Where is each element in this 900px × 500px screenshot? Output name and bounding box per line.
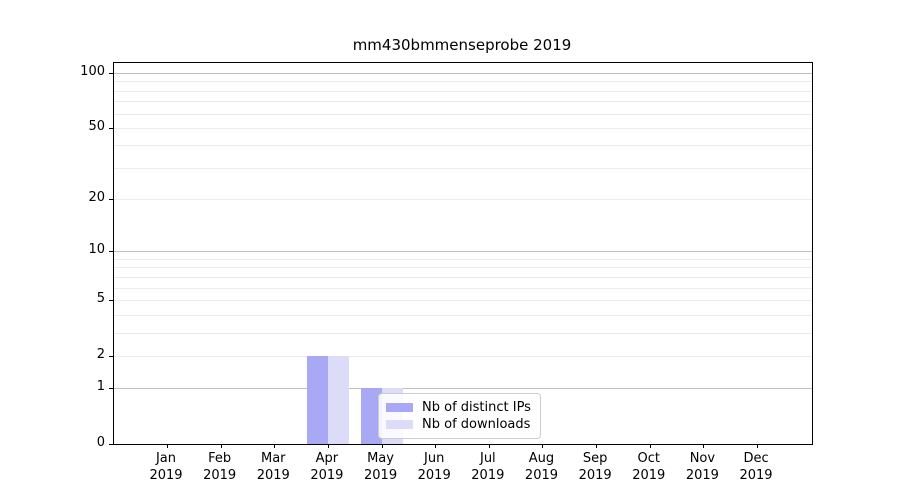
- x-tick-mark: [327, 444, 329, 448]
- x-tick-label: Apr 2019: [310, 451, 344, 483]
- major-gridline: [114, 251, 812, 253]
- y-tick-label: 50: [88, 118, 105, 134]
- legend-swatch-downloads-icon: [386, 420, 413, 429]
- x-tick-mark: [435, 444, 437, 448]
- legend-label: Nb of distinct IPs: [422, 400, 531, 415]
- bar-distinct-ips: [306, 355, 328, 444]
- minor-gridline: [114, 127, 812, 129]
- bar-distinct-ips: [360, 388, 382, 444]
- x-tick-label: Mar 2019: [256, 451, 290, 483]
- major-gridline: [114, 388, 812, 390]
- minor-gridline: [114, 332, 812, 334]
- x-tick-label: Dec 2019: [739, 451, 773, 483]
- x-tick-mark: [596, 444, 598, 448]
- y-tick-mark: [109, 388, 113, 390]
- x-tick-label: Jul 2019: [471, 451, 505, 483]
- minor-gridline: [114, 145, 812, 147]
- y-tick-label: 100: [80, 64, 105, 79]
- legend-label: Nb of downloads: [422, 417, 531, 432]
- y-tick-label: 0: [96, 435, 105, 450]
- minor-gridline: [114, 314, 812, 316]
- x-tick-mark: [381, 444, 383, 448]
- y-tick-mark: [109, 444, 113, 445]
- x-tick-label: May 2019: [364, 451, 398, 483]
- x-tick-mark: [703, 444, 705, 448]
- major-gridline: [114, 73, 812, 74]
- x-tick-mark: [488, 444, 490, 448]
- x-tick-mark: [274, 444, 276, 448]
- minor-gridline: [114, 287, 812, 289]
- plot-area: Nb of distinct IPs Nb of downloads: [109, 62, 813, 448]
- bar-downloads: [327, 355, 349, 444]
- chart-title: mm430bmmenseprobe 2019: [352, 36, 572, 54]
- x-tick-label: Jun 2019: [417, 451, 451, 483]
- legend-item-downloads: Nb of downloads: [386, 416, 532, 433]
- legend: Nb of distinct IPs Nb of downloads: [378, 393, 541, 439]
- x-tick-label: Sep 2019: [578, 451, 612, 483]
- x-tick-mark: [167, 444, 168, 448]
- minor-gridline: [114, 355, 812, 357]
- minor-gridline: [114, 113, 812, 115]
- x-tick-mark: [757, 444, 759, 448]
- minor-gridline: [114, 267, 812, 269]
- x-tick-label: Oct 2019: [632, 451, 666, 483]
- y-tick-label: 2: [96, 346, 105, 362]
- y-tick-mark: [109, 299, 113, 301]
- y-tick-mark: [109, 199, 113, 201]
- y-tick-mark: [109, 127, 113, 129]
- y-tick-label: 1: [96, 379, 105, 395]
- legend-swatch-ips-icon: [386, 403, 413, 412]
- x-tick-mark: [542, 444, 544, 448]
- y-tick-mark: [109, 355, 113, 357]
- minor-gridline: [114, 299, 812, 301]
- x-tick-mark: [649, 444, 651, 448]
- x-tick-label: Jan 2019: [149, 451, 183, 483]
- x-tick-label: Feb 2019: [203, 451, 237, 483]
- x-tick-label: Nov 2019: [685, 451, 719, 483]
- y-tick-label: 10: [88, 242, 105, 258]
- minor-gridline: [114, 90, 812, 92]
- y-tick-mark: [109, 251, 113, 253]
- minor-gridline: [114, 258, 812, 260]
- minor-gridline: [114, 199, 812, 201]
- minor-gridline: [114, 167, 812, 169]
- y-tick-label: 20: [88, 190, 105, 206]
- minor-gridline: [114, 81, 812, 83]
- y-tick-label: 5: [96, 290, 105, 306]
- y-tick-mark: [109, 73, 113, 74]
- x-tick-label: Aug 2019: [524, 451, 559, 483]
- minor-gridline: [114, 276, 812, 278]
- x-tick-mark: [220, 444, 222, 448]
- legend-item-distinct-ips: Nb of distinct IPs: [386, 399, 532, 416]
- minor-gridline: [114, 101, 812, 103]
